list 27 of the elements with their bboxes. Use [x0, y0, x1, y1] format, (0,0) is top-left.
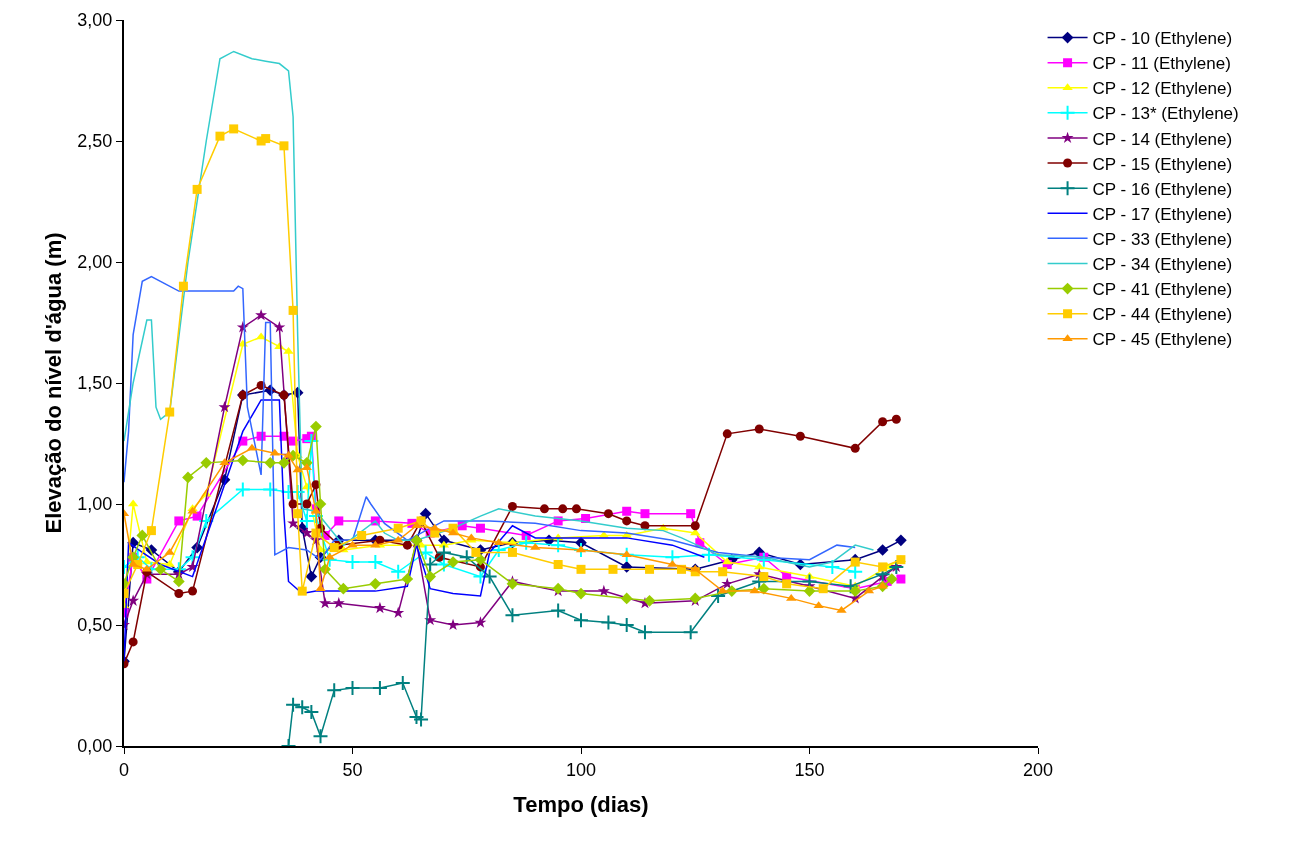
legend-label: CP - 41 (Ethylene)	[1092, 280, 1233, 300]
y-tick-label: 2,00	[77, 252, 113, 273]
y-tick-label: 0,00	[77, 736, 113, 757]
x-tick-label: 100	[565, 759, 597, 780]
legend-label: CP - 15 (Ethylene)	[1092, 154, 1233, 174]
x-tick-label: 200	[1022, 759, 1054, 780]
legend-label: CP - 34 (Ethylene)	[1092, 255, 1233, 275]
x-tick-label: 50	[342, 759, 363, 780]
x-tick-label: 0	[118, 759, 130, 780]
legend-label: CP - 11 (Ethylene)	[1092, 54, 1231, 74]
legend-label: CP - 33 (Ethylene)	[1092, 229, 1233, 249]
legend-label: CP - 12 (Ethylene)	[1092, 79, 1233, 99]
y-tick-label: 0,50	[77, 615, 113, 636]
legend-label: CP - 45 (Ethylene)	[1092, 330, 1233, 350]
x-axis-title: Tempo (dias)	[513, 792, 649, 817]
legend-label: CP - 16 (Ethylene)	[1092, 179, 1233, 199]
y-tick-label: 1,50	[77, 373, 113, 394]
y-axis-title: Elevação do nível d'água (m)	[40, 232, 66, 534]
y-tick-label: 1,00	[77, 494, 113, 515]
legend-label: CP - 14 (Ethylene)	[1092, 129, 1233, 149]
legend-label: CP - 17 (Ethylene)	[1092, 204, 1233, 224]
x-tick-label: 150	[794, 759, 825, 780]
y-tick-label: 2,50	[77, 131, 113, 152]
y-tick-label: 3,00	[77, 10, 113, 31]
legend-label: CP - 44 (Ethylene)	[1092, 305, 1233, 325]
legend-label: CP - 13* (Ethylene)	[1092, 104, 1239, 124]
legend-label: CP - 10 (Ethylene)	[1092, 29, 1233, 49]
